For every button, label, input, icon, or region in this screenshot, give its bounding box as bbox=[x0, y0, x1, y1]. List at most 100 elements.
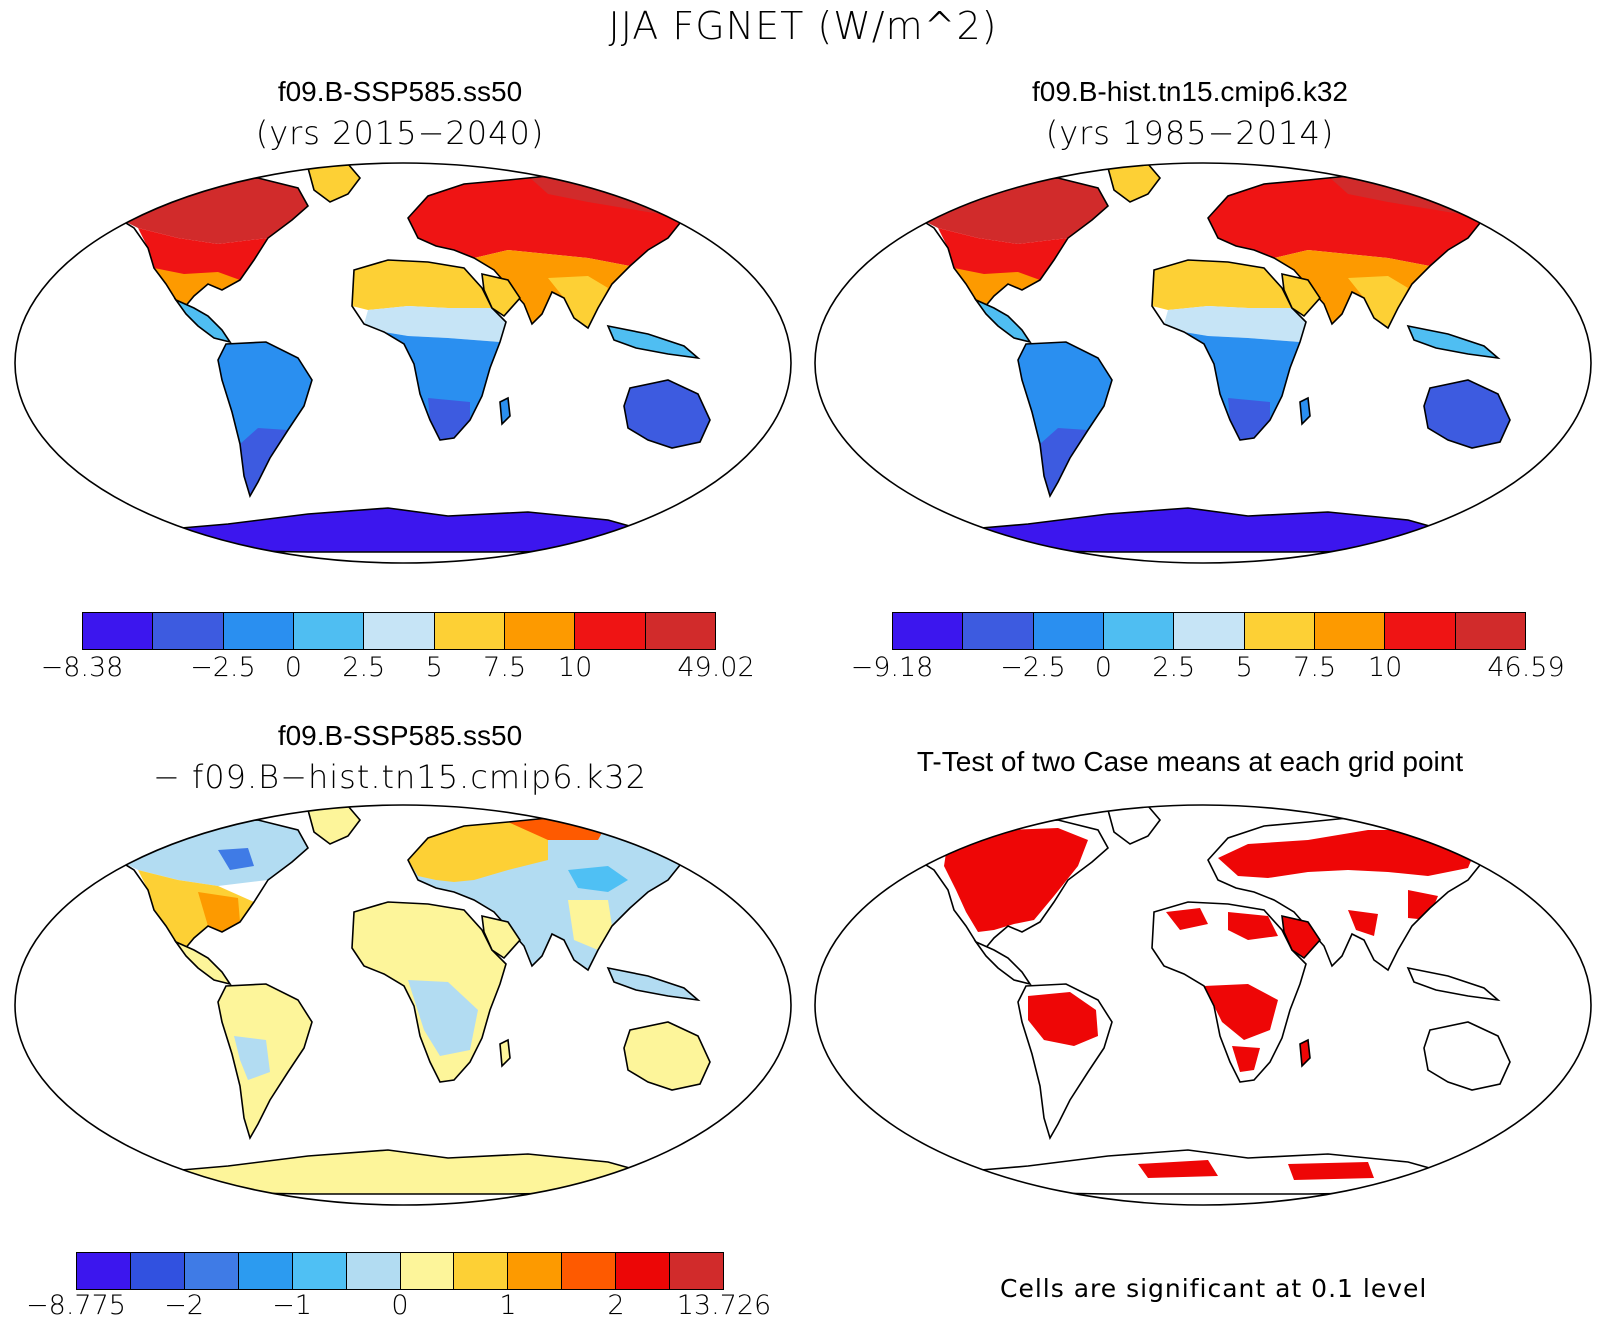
coastline bbox=[623, 1021, 711, 1091]
map-region bbox=[1204, 984, 1278, 1040]
coastline bbox=[499, 1038, 511, 1068]
colorbar-swatch bbox=[184, 1253, 239, 1289]
map-region bbox=[308, 806, 360, 844]
continent-camerica bbox=[173, 940, 232, 986]
coastline bbox=[156, 507, 660, 553]
map-region bbox=[944, 828, 1088, 932]
colorbar-swatch bbox=[83, 613, 154, 649]
continent-antarctica bbox=[156, 1149, 660, 1195]
map-region bbox=[1424, 380, 1510, 448]
colorbar-tick-label: 7.5 bbox=[483, 652, 527, 683]
coastline bbox=[973, 298, 1032, 344]
continent-madagascar bbox=[1299, 1038, 1311, 1068]
map-region bbox=[1108, 164, 1160, 202]
coastline bbox=[956, 507, 1460, 553]
continent-arabia bbox=[481, 272, 522, 318]
colorbar-hist-labels: −9.18 −2.5 0 2.5 5 7.5 10 46.59 bbox=[851, 652, 1565, 688]
colorbar-swatch bbox=[77, 1253, 131, 1289]
colorbar-tick-label: 10 bbox=[1367, 652, 1403, 683]
continent-africa bbox=[351, 901, 507, 1083]
continent-madagascar bbox=[499, 1038, 511, 1068]
map-region bbox=[608, 968, 698, 1000]
continent-samerica bbox=[217, 983, 313, 1141]
map-region bbox=[176, 942, 230, 984]
coastline bbox=[499, 396, 511, 426]
colorbar-tick-label: 46.59 bbox=[1487, 652, 1565, 683]
colorbar-swatch bbox=[434, 613, 505, 649]
colorbar-tick-label: −2 bbox=[164, 1290, 204, 1321]
map-region bbox=[103, 820, 308, 886]
colorbar-tick-label: 10 bbox=[557, 652, 593, 683]
colorbar-tick-label: −1 bbox=[272, 1290, 312, 1321]
colorbar-tick-label: −8.775 bbox=[26, 1290, 126, 1321]
continent-greenland bbox=[1106, 163, 1162, 203]
map-region bbox=[1348, 910, 1378, 936]
map-region bbox=[240, 428, 288, 496]
colorbar-swatch bbox=[645, 613, 715, 649]
map-region bbox=[1408, 968, 1498, 1000]
continent-africa bbox=[351, 259, 507, 441]
continent-namerica bbox=[101, 819, 310, 952]
colorbar-ssp585 bbox=[82, 612, 716, 650]
panel-2-title: f09.B-hist.tn15.cmip6.k32 bbox=[1032, 76, 1348, 107]
coastline bbox=[1151, 259, 1307, 441]
colorbar-tick-label: 49.02 bbox=[677, 652, 755, 683]
panel-2-subtitle: (yrs 1985−2014) bbox=[1045, 114, 1335, 152]
map-region bbox=[1184, 332, 1300, 440]
continent-camerica bbox=[173, 298, 232, 344]
colorbar-swatch bbox=[346, 1253, 401, 1289]
map-difference bbox=[14, 804, 792, 1206]
colorbar-tick-label: −8.38 bbox=[40, 652, 124, 683]
map-region bbox=[1228, 912, 1278, 940]
colorbar-swatch bbox=[508, 1253, 563, 1289]
map-region bbox=[1218, 830, 1478, 878]
colorbar-tick-label: 2 bbox=[607, 1290, 625, 1321]
colorbar-tick-label: −2.5 bbox=[190, 652, 256, 683]
colorbar-swatch bbox=[292, 1253, 347, 1289]
colorbar-hist bbox=[892, 612, 1526, 650]
coastline bbox=[606, 966, 701, 1002]
continent-madagascar bbox=[1299, 396, 1311, 426]
coastline bbox=[173, 940, 232, 986]
map-border bbox=[814, 162, 1592, 564]
colorbar-swatch bbox=[364, 613, 435, 649]
coastline bbox=[481, 914, 522, 960]
continent-samerica bbox=[217, 341, 313, 499]
colorbar-tick-label: 2.5 bbox=[342, 652, 386, 683]
colorbar-swatch bbox=[1174, 613, 1245, 649]
colorbar-swatch bbox=[963, 613, 1034, 649]
continent-antarctica bbox=[156, 507, 660, 553]
continent-australia bbox=[623, 379, 711, 449]
map-region bbox=[176, 300, 230, 342]
coastline bbox=[1017, 983, 1113, 1141]
coastline bbox=[351, 901, 507, 1083]
colorbar-difference bbox=[76, 1252, 724, 1290]
continent-greenland bbox=[306, 805, 362, 845]
coastline bbox=[156, 1149, 660, 1195]
colorbar-tick-label: 7.5 bbox=[1293, 652, 1337, 683]
coastline bbox=[956, 1149, 1460, 1195]
continent-australia bbox=[623, 1021, 711, 1091]
continent-arabia bbox=[1281, 272, 1322, 318]
continent-greenland bbox=[1106, 805, 1162, 845]
map-region bbox=[976, 942, 1030, 984]
colorbar-tick-label: 0 bbox=[284, 652, 302, 683]
map-region bbox=[352, 260, 492, 310]
continent-camerica bbox=[973, 940, 1032, 986]
map-region bbox=[903, 178, 1108, 244]
continent-arabia bbox=[481, 914, 522, 960]
map-region bbox=[308, 164, 360, 202]
map-border bbox=[814, 804, 1592, 1206]
coastline bbox=[481, 272, 522, 318]
coastline bbox=[217, 341, 313, 499]
continent-australia bbox=[1423, 379, 1511, 449]
coastline bbox=[173, 298, 232, 344]
continent-indonesia bbox=[1406, 324, 1501, 360]
map-region bbox=[1108, 806, 1160, 844]
colorbar-tick-label: 0 bbox=[391, 1290, 409, 1321]
colorbar-swatch bbox=[1103, 613, 1175, 649]
map-region bbox=[1232, 1046, 1260, 1072]
coastline bbox=[1017, 341, 1113, 499]
panel-1-subtitle: (yrs 2015−2040) bbox=[255, 114, 545, 152]
coastline bbox=[1423, 379, 1511, 449]
